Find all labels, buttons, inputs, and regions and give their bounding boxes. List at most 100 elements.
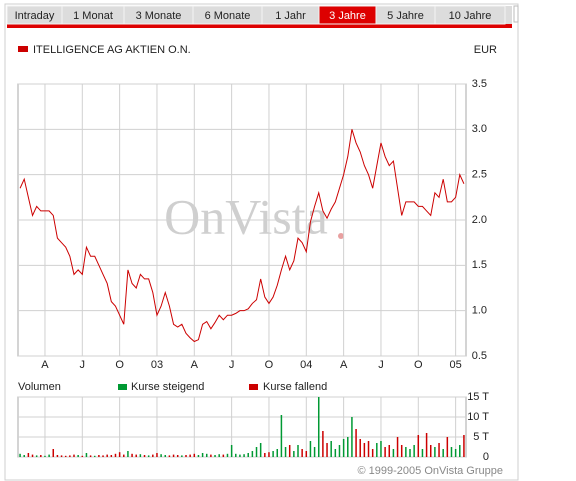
volume-bar [276, 449, 279, 457]
volume-bar [342, 439, 345, 457]
volume-bar [251, 451, 254, 457]
y-tick-label: 15 T [467, 391, 489, 403]
volume-bar [235, 453, 237, 457]
x-tick-label: O [414, 359, 423, 371]
volume-bar [317, 397, 320, 457]
y-tick-label: 3.0 [472, 123, 487, 135]
tab-underline [7, 24, 512, 28]
volume-bar [384, 447, 386, 457]
volume-bar [189, 454, 191, 457]
volume-bar [284, 447, 287, 457]
volume-bar [147, 455, 150, 457]
volume-bar [35, 455, 38, 457]
volume-bar [413, 445, 415, 457]
x-tick-label: A [41, 359, 49, 371]
volume-bar [376, 443, 378, 457]
watermark-dot [338, 233, 344, 239]
volume-bar [44, 455, 46, 457]
volume-bar [118, 452, 121, 457]
tab-label[interactable]: 1 Monat [73, 10, 113, 22]
volume-bar [185, 455, 187, 457]
legend-label: ITELLIGENCE AG AKTIEN O.N. [33, 44, 191, 56]
volume-bar [239, 454, 241, 457]
x-tick-label: A [191, 359, 199, 371]
tab-label[interactable]: 3 Monate [136, 10, 182, 22]
x-tick-label: J [229, 359, 235, 371]
volume-bar [56, 455, 59, 457]
volume-bar [52, 449, 55, 457]
volume-bar [450, 447, 453, 457]
volume-bar [388, 445, 391, 457]
tab-label[interactable]: 10 Jahre [449, 10, 492, 22]
volume-bar [351, 417, 353, 457]
volume-bar [417, 435, 420, 457]
volume-bar [160, 454, 162, 457]
volume-bar [409, 449, 411, 457]
volume-bar [85, 453, 88, 457]
volume-bar [434, 447, 436, 457]
volume-bar [114, 453, 117, 457]
volume-bar [280, 415, 283, 457]
volume-bar [81, 455, 84, 457]
volume-bar [48, 454, 50, 457]
volume-bar [334, 449, 337, 457]
volume-bar [131, 453, 133, 457]
volume-bar [255, 447, 258, 457]
volume-bar [226, 453, 229, 457]
tab-label[interactable]: 1 Jahr [275, 10, 306, 22]
tab-label[interactable]: Intraday [15, 10, 55, 22]
volume-bar [27, 453, 30, 457]
tab-label[interactable]: 5 Jahre [387, 10, 424, 22]
tab-label[interactable]: 3 Jahre [329, 10, 366, 22]
volume-bar [347, 437, 349, 457]
x-tick-label: J [80, 359, 86, 371]
volume-bar [355, 429, 357, 457]
volume-bar [64, 455, 67, 457]
volume-bar [152, 454, 154, 457]
y-tick-label: 1.0 [472, 305, 487, 317]
volume-bar [23, 455, 25, 457]
volume-bar [463, 435, 465, 457]
footer: © 1999-2005 OnVista Gruppe [358, 465, 504, 477]
volume-bar [168, 455, 171, 457]
volume-bar [326, 443, 328, 457]
legend-swatch [118, 384, 127, 390]
volume-bar [293, 451, 295, 457]
y-tick-label: 10 T [467, 411, 489, 423]
volume-bar [264, 453, 266, 457]
x-tick-label: 05 [450, 359, 462, 371]
volume-bar [243, 454, 245, 457]
legend-swatch [249, 384, 258, 390]
volume-bar [139, 454, 142, 457]
volume-bar [301, 449, 303, 457]
y-tick-label: 1.5 [472, 259, 487, 271]
y-tick-label: 0 [483, 451, 489, 463]
volume-bar [40, 455, 42, 457]
volume-bar [98, 455, 100, 457]
volume-bar [272, 451, 274, 457]
legend-swatch [18, 46, 28, 52]
volume-bar [396, 437, 399, 457]
y-tick-label: 5 T [473, 431, 489, 443]
volume-bar [77, 455, 79, 457]
volume-bar [438, 443, 440, 457]
volume-bar [69, 455, 71, 457]
volume-bar [193, 453, 196, 457]
volume-bar [259, 443, 262, 457]
volume-bar [363, 443, 366, 457]
volume-bar [102, 455, 104, 457]
volume-bar [176, 455, 179, 457]
scroll-stub [513, 5, 519, 23]
volume-bar [371, 449, 374, 457]
volume-bar [454, 449, 457, 457]
volume-bar [297, 445, 299, 457]
tab[interactable] [434, 5, 506, 25]
volume-bar [425, 433, 428, 457]
volume-bar [359, 439, 361, 457]
tabs: Intraday 1 Monat 3 Monate 6 Monate 1 Jahr 3 J… [6, 5, 506, 25]
volume-bar [405, 447, 407, 457]
tab-label[interactable]: 6 Monate [205, 10, 251, 22]
volume-bar [143, 455, 146, 457]
volume-bar [197, 455, 200, 457]
